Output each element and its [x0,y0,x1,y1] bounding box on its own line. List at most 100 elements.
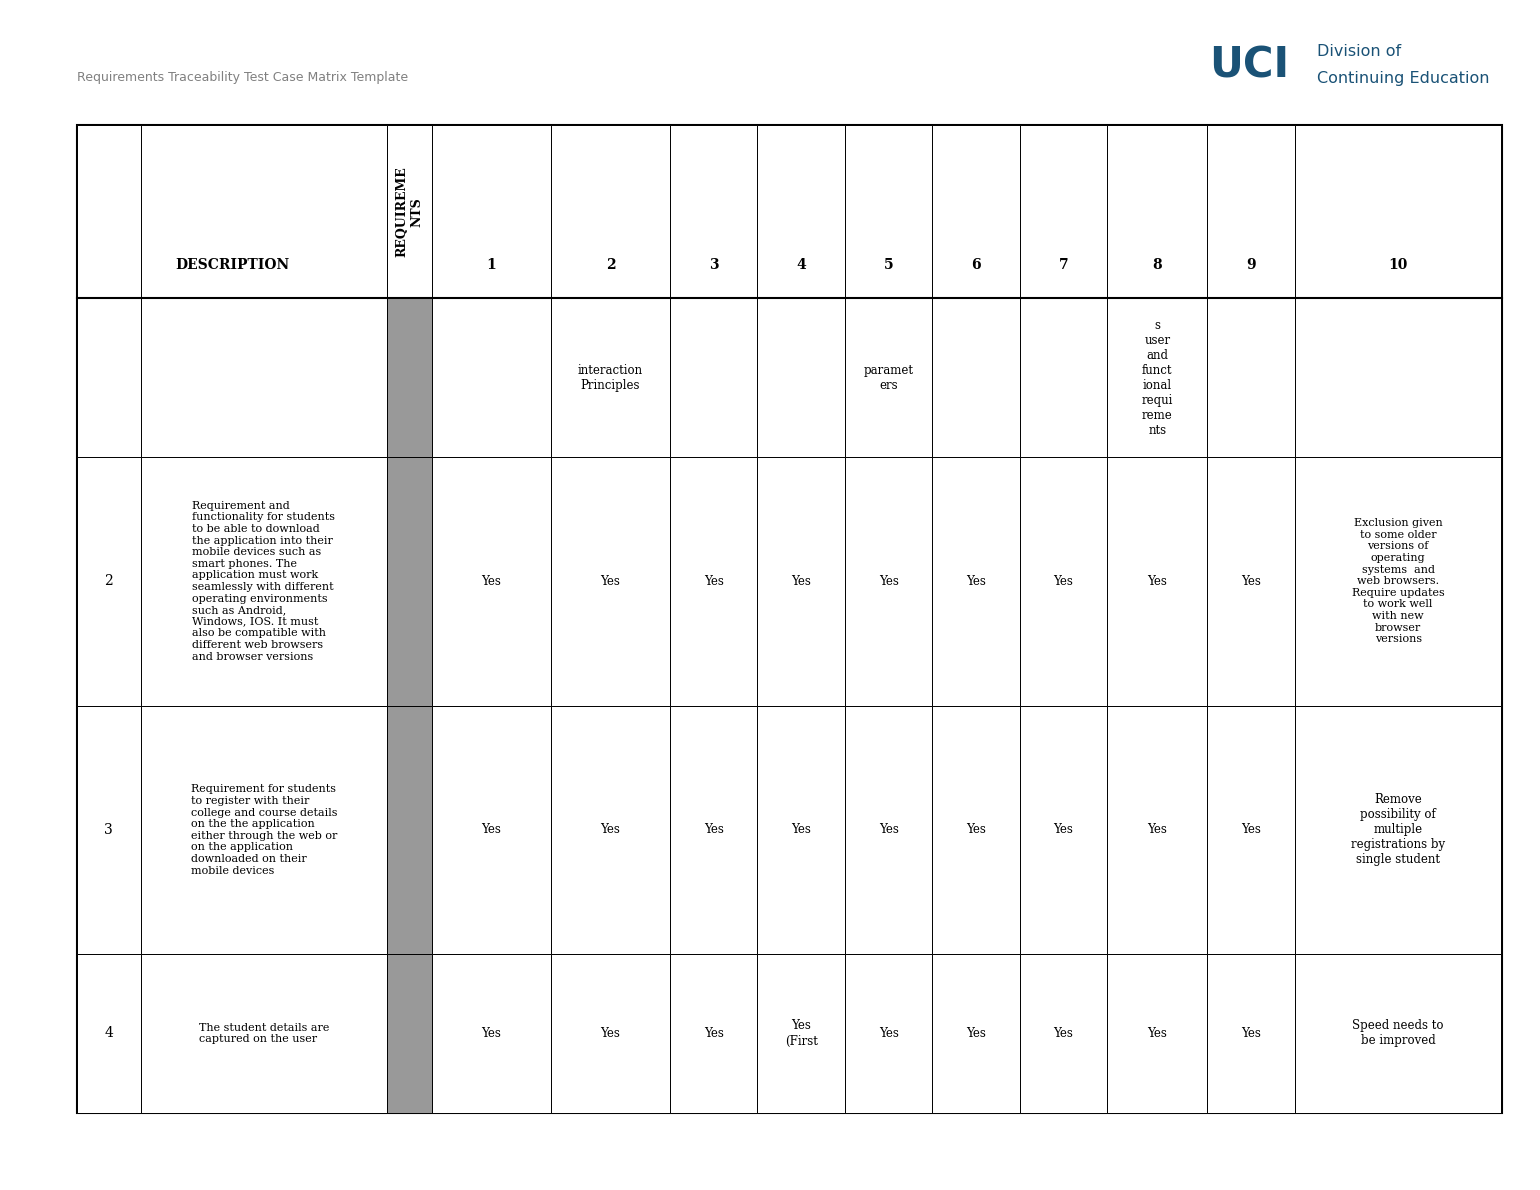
Text: Yes: Yes [1053,575,1073,588]
Bar [140,457,387,706]
Text: Yes: Yes [879,575,898,588]
Bar [1107,706,1207,954]
Bar [551,125,670,299]
Bar [845,125,932,299]
Text: Yes: Yes [480,575,501,588]
Text: Yes: Yes [966,1027,986,1040]
Text: UCI: UCI [1209,44,1289,87]
Bar [1019,706,1107,954]
Text: Yes: Yes [1147,575,1167,588]
Bar [932,125,1019,299]
Text: Requirement for students
to register with their
college and course details
on th: Requirement for students to register wit… [191,784,337,876]
Bar [431,299,551,457]
Text: Remove
possibility of
multiple
registrations by
single student: Remove possibility of multiple registrat… [1351,794,1445,866]
Text: Continuing Education: Continuing Education [1317,71,1489,86]
Text: 9: 9 [1246,258,1257,273]
Text: Yes: Yes [1053,1027,1073,1040]
Text: 10: 10 [1389,258,1408,273]
Bar [77,954,140,1113]
Text: Speed needs to
be improved: Speed needs to be improved [1352,1020,1445,1047]
Bar [551,706,670,954]
Text: Yes: Yes [704,1027,724,1040]
Text: s
user
and
funct
ional
requi
reme
nts: s user and funct ional requi reme nts [1141,319,1173,437]
Text: 2: 2 [605,258,614,273]
Bar [758,457,845,706]
Text: Yes: Yes [1241,823,1261,837]
Text: Yes: Yes [480,823,501,837]
Text: Yes: Yes [792,823,812,837]
Text: Division of: Division of [1317,44,1401,58]
Bar [758,706,845,954]
Bar [1107,954,1207,1113]
Bar [387,954,431,1113]
Text: Yes
(First: Yes (First [785,1020,818,1047]
Text: Yes: Yes [601,823,621,837]
Text: Yes: Yes [1241,1027,1261,1040]
Bar [77,125,140,299]
Bar [551,299,670,457]
Text: Requirement and
functionality for students
to be able to download
the applicatio: Requirement and functionality for studen… [192,501,336,662]
Bar [387,457,431,706]
Bar [670,457,758,706]
Bar [1207,457,1295,706]
Text: Requirements Traceability Test Case Matrix Template: Requirements Traceability Test Case Matr… [77,71,408,83]
Bar [932,299,1019,457]
Bar [1019,457,1107,706]
Bar [1295,954,1502,1113]
Text: Yes: Yes [792,575,812,588]
Bar [932,706,1019,954]
Text: Yes: Yes [966,823,986,837]
Text: 6: 6 [972,258,981,273]
Bar [140,706,387,954]
Text: Exclusion given
to some older
versions of
operating
systems  and
web browsers.
R: Exclusion given to some older versions o… [1352,518,1445,644]
Bar [77,299,140,457]
Bar [431,706,551,954]
Bar [1295,457,1502,706]
Text: Yes: Yes [966,575,986,588]
Text: 4: 4 [796,258,805,273]
Text: paramet
ers: paramet ers [864,363,913,392]
Bar [932,457,1019,706]
Text: The student details are
captured on the user: The student details are captured on the … [199,1022,330,1045]
Text: Yes: Yes [704,575,724,588]
Text: Yes: Yes [1147,1027,1167,1040]
Bar [551,457,670,706]
Bar [431,125,551,299]
Bar [1295,299,1502,457]
Text: 5: 5 [884,258,893,273]
Bar [758,954,845,1113]
Bar [1107,457,1207,706]
Bar [1207,706,1295,954]
Text: Yes: Yes [1147,823,1167,837]
Text: Yes: Yes [601,575,621,588]
Text: 2: 2 [105,574,112,588]
Bar [77,125,1502,1113]
Bar [845,457,932,706]
Text: 7: 7 [1058,258,1069,273]
Bar [1107,125,1207,299]
Bar [140,299,387,457]
Bar [845,954,932,1113]
Text: 3: 3 [708,258,719,273]
Bar [845,706,932,954]
Bar [387,706,431,954]
Text: 3: 3 [105,823,112,837]
Bar [140,125,387,299]
Text: Yes: Yes [1053,823,1073,837]
Bar [670,954,758,1113]
Bar [758,125,845,299]
Bar [932,954,1019,1113]
Bar [758,299,845,457]
Text: DESCRIPTION: DESCRIPTION [176,258,290,273]
Text: 4: 4 [105,1027,114,1040]
Bar [1019,125,1107,299]
Bar [431,457,551,706]
Bar [431,954,551,1113]
Bar [670,299,758,457]
Bar [1019,299,1107,457]
Bar [387,299,431,457]
Text: 1: 1 [487,258,496,273]
Bar [670,125,758,299]
Bar [387,125,431,299]
Bar [1207,954,1295,1113]
